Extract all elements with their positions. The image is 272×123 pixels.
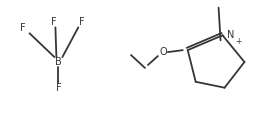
Text: F: F bbox=[20, 23, 25, 33]
Text: +: + bbox=[236, 37, 242, 46]
Text: F: F bbox=[79, 17, 85, 27]
Text: B: B bbox=[55, 57, 62, 67]
Text: O: O bbox=[159, 47, 167, 57]
Text: F: F bbox=[55, 83, 61, 93]
Text: F: F bbox=[51, 17, 56, 27]
Text: N: N bbox=[227, 30, 234, 40]
